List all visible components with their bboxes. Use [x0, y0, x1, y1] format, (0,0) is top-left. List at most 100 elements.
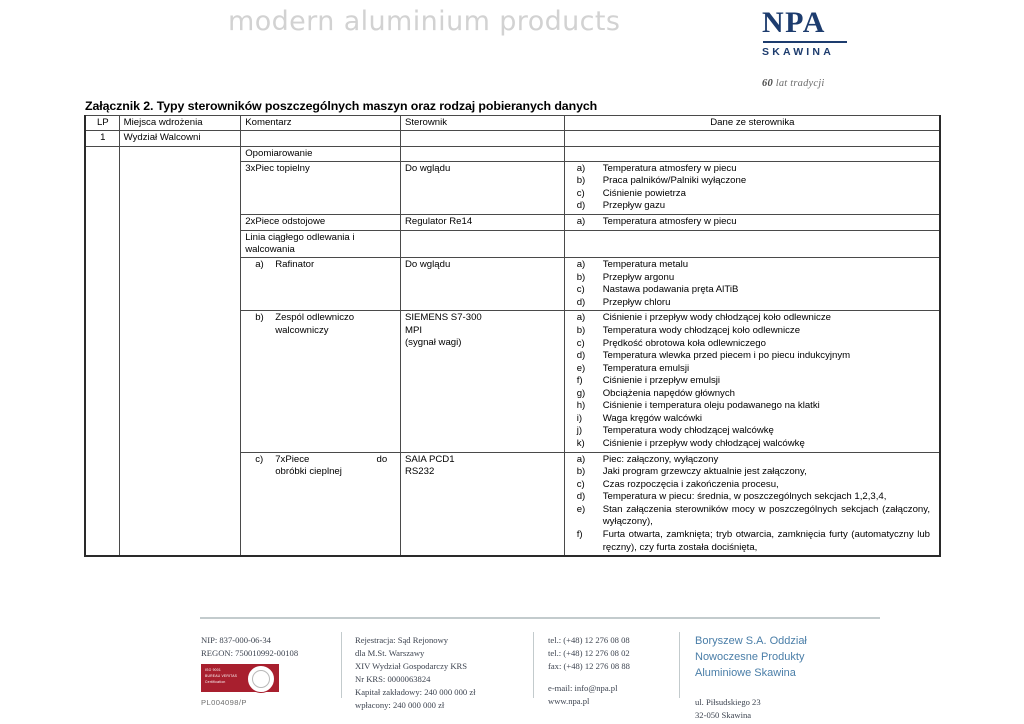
cell-controller-zespol: SIEMENS S7-300 MPI (sygnał wagi): [399, 310, 565, 453]
data-item-label: c): [576, 337, 585, 349]
cell-data-opomiarowanie: [563, 145, 941, 162]
footer-website[interactable]: www.npa.pl: [548, 696, 590, 707]
reg-line-3: XIV Wydział Gospodarczy KRS: [355, 661, 468, 672]
npa-logo: NPA SKAWINA 60 lat tradycji: [762, 8, 912, 89]
header-tagline: modern aluminium products: [228, 6, 621, 37]
data-item-label: d): [576, 350, 586, 362]
data-list-item: i) Waga kręgów walcówki: [569, 413, 936, 426]
cell-controller-1: [399, 130, 565, 147]
data-list-item: c) Czas rozpoczęcia i zakończenia procesu…: [569, 479, 936, 492]
cell-lp-1: 1: [84, 130, 120, 147]
sub-label-c: c): [255, 453, 264, 465]
data-list-item: b) Temperatura wody chłodzącej koło odlew…: [569, 325, 936, 338]
logo-divider-rule: [763, 41, 847, 43]
data-item-text: Przepływ argonu: [602, 271, 675, 283]
logo-tradition-text: lat tradycji: [772, 78, 825, 89]
table-row: b) Zespól odlewniczo walcowniczy SIEMENS…: [85, 310, 941, 453]
address-street: ul. Piłsudskiego 23: [695, 696, 761, 707]
footer-tel-1: tel.: (+48) 12 276 08 08: [548, 635, 630, 645]
sub-text-obrobka-line2: obróbki cieplnej: [275, 465, 342, 477]
data-item-text: Ciśnienie i przepływ emulsji: [602, 375, 721, 387]
data-item-text: Temperatura wody chłodzącej koło odlewni…: [602, 324, 801, 336]
data-list-item: e) Temperatura emulsji: [569, 363, 936, 376]
sub-item-rafinator: a) Rafinator: [245, 259, 397, 271]
table-row: Linia ciągłego odlewania i walcowania: [85, 229, 941, 259]
company-name-line-3: Aluminiowe Skawina: [695, 666, 796, 679]
data-list-item: f) Furta otwarta, zamknięta; tryb otwarci…: [569, 529, 936, 554]
data-item-label: f): [576, 375, 583, 387]
data-list-item: a) Temperatura metalu: [569, 259, 936, 272]
data-list-item: c) Prędkość obrotowa koła odlewniczego: [569, 338, 936, 351]
reg-line-1: Rejestracja: Sąd Rejonowy: [355, 635, 449, 645]
cell-lp-blank: [84, 145, 120, 557]
cell-place-blank: [118, 145, 242, 557]
sub-label-b: b): [255, 312, 264, 324]
data-item-label: f): [576, 528, 583, 540]
logo-wordmark: NPA: [762, 6, 826, 39]
sub-text-obrobka-line1: 7xPiece do: [275, 454, 387, 466]
footer-column-divider-1: [341, 632, 342, 698]
data-item-text: Waga kręgów walcówki: [602, 412, 703, 424]
logo-tradition-tagline: 60 lat tradycji: [762, 78, 912, 89]
data-list-item: c) Ciśnienie powietrza: [569, 188, 936, 201]
bureau-veritas-text: ISO 9001 BUREAU VERITAS Certification: [205, 668, 237, 685]
data-item-text: Stan załączenia sterowników mocy w poszc…: [602, 503, 930, 528]
header-cell-lp: LP: [84, 114, 120, 132]
sub-text-rafinator: Rafinator: [275, 259, 315, 271]
bureau-veritas-logo: ISO 9001 BUREAU VERITAS Certification: [201, 664, 279, 693]
cert-iso-line: ISO 9001: [205, 668, 221, 672]
controller-obrobka-line1: SAIA PCD1: [404, 453, 455, 465]
seal-inner-ring: [252, 670, 270, 688]
cell-comment-1: [240, 130, 401, 147]
header-cell-place: Miejsca wdrożenia: [118, 114, 242, 132]
table-row: 3xPiec topielny Do wglądu a) Temperatura …: [85, 160, 941, 216]
sub-item-zespol: b) Zespól odlewniczo walcowniczy: [245, 312, 397, 337]
data-item-text: Ciśnienie powietrza: [602, 187, 686, 199]
data-item-label: b): [576, 466, 586, 478]
footer-column-divider-2: [533, 632, 534, 698]
table-header-row: LP Miejsca wdrożenia Komentarz Sterownik…: [84, 114, 941, 132]
cell-data-piece-odstojowe: a) Temperatura atmosfery w piecu: [563, 214, 941, 231]
data-item-label: e): [576, 362, 586, 374]
sub-label-a: a): [255, 259, 264, 271]
data-list-item: d) Przepływ gazu: [569, 200, 936, 213]
data-item-text: Praca palników/Palniki wyłączone: [602, 175, 747, 187]
bureau-veritas-seal-icon: [247, 665, 275, 693]
cell-comment-piece-obrobka: c) 7xPiece do obróbki cieplnej: [240, 451, 401, 557]
footer-contact-spacer: [548, 673, 688, 682]
page-header: modern aluminium products NPA SKAWINA 60…: [0, 0, 1024, 95]
data-item-label: a): [576, 216, 586, 228]
data-item-label: a): [576, 259, 586, 271]
controller-obrobka-line2: RS232: [404, 465, 435, 477]
cell-controller-rafinator: Do wglądu: [399, 257, 565, 312]
cell-data-1: [563, 130, 941, 147]
page-footer: NIP: 837-000-06-34 REGON: 750010992-0010…: [0, 628, 1024, 724]
sub-text-zespol-line1: Zespól odlewniczo: [275, 312, 355, 324]
logo-tradition-years: 60: [762, 78, 773, 89]
cert-name-line: BUREAU VERITAS: [205, 673, 238, 678]
data-item-text: Temperatura wlewka przed piecem i po pie…: [602, 350, 851, 362]
data-list-item: d) Temperatura w piecu: średnia, w poszcz…: [569, 491, 936, 504]
data-item-label: d): [576, 296, 586, 308]
cert-sub-line: Certification: [205, 679, 226, 684]
table-row: 1 Wydział Walcowni: [84, 130, 941, 147]
header-cell-comment: Komentarz: [240, 114, 401, 132]
data-item-label: b): [576, 175, 586, 187]
data-item-label: g): [576, 387, 586, 399]
data-item-label: h): [576, 400, 586, 412]
header-cell-controller: Sterownik: [399, 114, 565, 132]
reg-line-5: Kapitał zakładowy: 240 000 000 zł: [355, 687, 476, 698]
linia-line-2: walcowania: [245, 243, 295, 255]
data-list-item: d) Przepływ chloru: [569, 297, 936, 310]
cell-comment-opomiarowanie: Opomiarowanie: [240, 145, 401, 162]
footer-email[interactable]: e-mail: info@npa.pl: [548, 683, 618, 694]
data-list-piece-odstojowe: a) Temperatura atmosfery w piecu: [569, 216, 936, 229]
data-item-text: Ciśnienie i przepływ wody chłodzącej koł…: [602, 312, 831, 324]
data-item-text: Czas rozpoczęcia i zakończenia procesu,: [602, 478, 779, 490]
data-list-item: f) Ciśnienie i przepływ emulsji: [569, 375, 936, 388]
footer-company-ids: NIP: 837-000-06-34 REGON: 750010992-0010…: [201, 634, 351, 660]
cell-data-linia: [563, 229, 941, 259]
data-item-text: Temperatura atmosfery w piecu: [602, 216, 737, 228]
data-list-item: j) Temperatura wody chłodzącej walcówkę: [569, 425, 936, 438]
data-list-item: a) Ciśnienie i przepływ wody chłodzącej k…: [569, 312, 936, 325]
